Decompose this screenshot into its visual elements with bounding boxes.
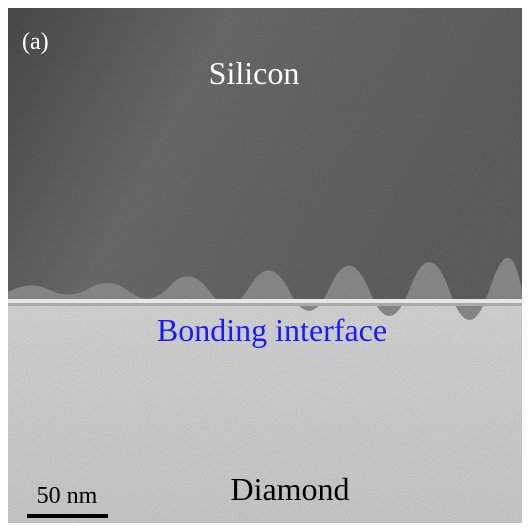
panel-label: (a)	[22, 29, 49, 55]
micrograph-figure: (a) Silicon Bonding interface Diamond 50…	[0, 0, 529, 531]
scale-bar-label: 50 nm	[37, 483, 98, 509]
region-label: Diamond	[230, 471, 349, 507]
scale-bar	[27, 514, 108, 518]
region-label: Bonding interface	[157, 312, 387, 348]
region-label: Silicon	[209, 55, 300, 91]
